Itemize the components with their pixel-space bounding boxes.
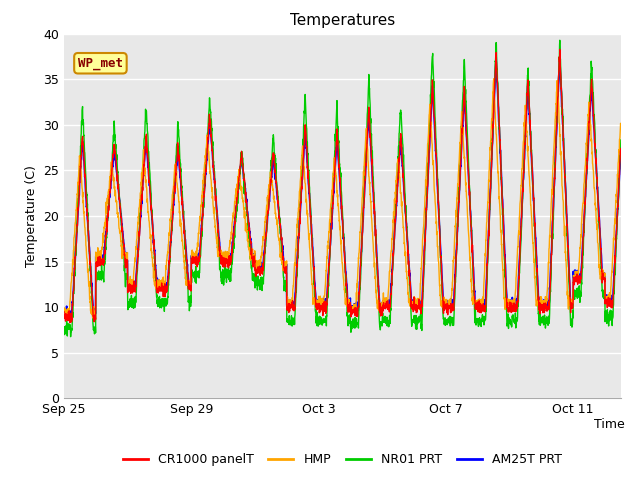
AM25T PRT <box>60 309 68 315</box>
AM25T PRT <box>551 160 559 166</box>
CR1000 panelT <box>617 145 625 151</box>
AM25T PRT <box>91 312 99 318</box>
HMP <box>265 187 273 192</box>
CR1000 panelT <box>66 320 74 325</box>
HMP <box>140 160 148 166</box>
Line: AM25T PRT: AM25T PRT <box>64 57 621 315</box>
Legend: CR1000 panelT, HMP, NR01 PRT, AM25T PRT: CR1000 panelT, HMP, NR01 PRT, AM25T PRT <box>118 448 567 471</box>
Title: Temperatures: Temperatures <box>290 13 395 28</box>
NR01 PRT <box>265 199 273 205</box>
AM25T PRT <box>617 145 625 151</box>
AM25T PRT <box>356 272 364 277</box>
NR01 PRT <box>140 137 148 143</box>
Line: NR01 PRT: NR01 PRT <box>64 40 621 336</box>
Line: CR1000 panelT: CR1000 panelT <box>64 49 621 323</box>
HMP <box>551 117 559 122</box>
CR1000 panelT <box>265 205 273 211</box>
NR01 PRT <box>617 137 625 143</box>
Text: WP_met: WP_met <box>78 57 123 70</box>
NR01 PRT <box>556 37 564 43</box>
NR01 PRT <box>356 282 364 288</box>
CR1000 panelT <box>551 166 559 172</box>
CR1000 panelT <box>556 47 564 52</box>
X-axis label: Time: Time <box>595 419 625 432</box>
Y-axis label: Temperature (C): Temperature (C) <box>25 165 38 267</box>
NR01 PRT <box>67 334 74 339</box>
HMP <box>89 315 97 321</box>
HMP <box>60 305 68 311</box>
HMP <box>356 229 364 235</box>
HMP <box>617 122 625 128</box>
NR01 PRT <box>551 160 559 166</box>
AM25T PRT <box>555 83 563 88</box>
CR1000 panelT <box>140 163 148 169</box>
NR01 PRT <box>453 229 461 235</box>
HMP <box>453 192 461 198</box>
CR1000 panelT <box>60 309 68 314</box>
HMP <box>490 76 497 82</box>
AM25T PRT <box>265 201 273 207</box>
NR01 PRT <box>60 332 68 337</box>
NR01 PRT <box>554 85 562 91</box>
CR1000 panelT <box>453 229 461 235</box>
AM25T PRT <box>492 54 500 60</box>
CR1000 panelT <box>554 83 562 89</box>
AM25T PRT <box>140 166 148 172</box>
AM25T PRT <box>453 230 461 236</box>
CR1000 panelT <box>356 269 364 275</box>
HMP <box>555 100 563 106</box>
Line: HMP: HMP <box>64 79 621 318</box>
